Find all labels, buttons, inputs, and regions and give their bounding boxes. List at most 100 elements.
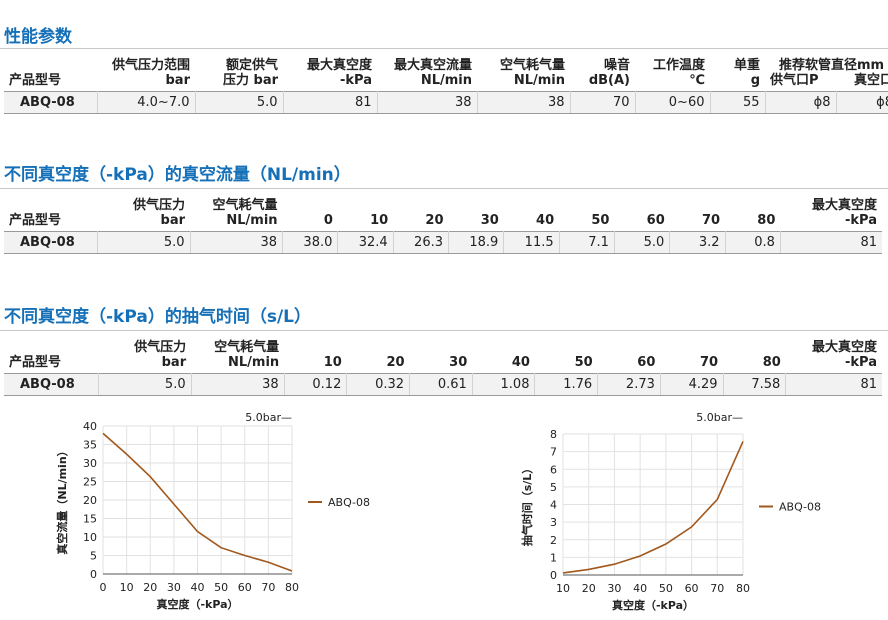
- x-tick-label: 0: [100, 581, 107, 594]
- x-tick-label: 30: [607, 582, 621, 595]
- table-row: ABQ-08 5.0 38 38.0 32.4 26.3 18.9 11.5 7.1 5.0 3.2…: [4, 231, 882, 254]
- column-header: 10: [284, 340, 347, 374]
- column-header: 80: [725, 198, 780, 232]
- pressure-label: 5.0bar—: [245, 411, 292, 424]
- value-cell: 38: [191, 373, 285, 396]
- x-tick-label: 20: [582, 582, 596, 595]
- y-tick-label: 6: [550, 463, 557, 476]
- header-text: NL/min: [226, 213, 278, 228]
- y-tick-label: 0: [550, 569, 557, 582]
- y-tick-label: 3: [550, 516, 557, 529]
- header-text: 70: [699, 355, 719, 370]
- section-title-performance: 性能参数: [4, 27, 72, 47]
- column-header: 40: [504, 198, 559, 232]
- y-tick-label: 15: [83, 513, 97, 526]
- header-text: 40: [536, 213, 555, 228]
- value-cell: 4.29: [660, 373, 724, 396]
- header-text: bar: [160, 213, 186, 228]
- x-tick-label: 60: [238, 581, 252, 594]
- column-header: 额定供气 压力 bar: [195, 58, 283, 92]
- column-header: 10: [338, 198, 393, 232]
- x-tick-label: 20: [143, 581, 157, 594]
- model-cell: ABQ-08: [4, 231, 99, 254]
- column-header: 产品型号: [4, 58, 97, 92]
- y-tick-label: 2: [550, 534, 557, 547]
- column-header: 30: [410, 340, 473, 374]
- value-cell: 1.76: [534, 373, 599, 396]
- value-cell: 38: [190, 231, 284, 254]
- y-tick-label: 1: [550, 551, 557, 564]
- x-tick-label: 10: [120, 581, 134, 594]
- column-header: 产品型号: [4, 340, 98, 374]
- value-cell: 1.08: [472, 373, 536, 396]
- column-header: 最大真空流量 NL/min: [377, 58, 477, 92]
- header-text: NL/min: [420, 73, 472, 88]
- header-text: 30: [480, 213, 499, 228]
- pressure-label: 5.0bar—: [696, 411, 743, 424]
- value-cell: 7.58: [723, 373, 787, 396]
- column-header: 0: [283, 198, 338, 232]
- value-cell: 55: [710, 91, 766, 114]
- y-tick-label: 4: [550, 499, 557, 512]
- value-cell: 5.0: [97, 231, 191, 254]
- header-text: bar: [165, 73, 191, 88]
- header-text: bar: [161, 355, 187, 370]
- header-text: 0: [323, 213, 333, 228]
- x-tick-label: 80: [736, 582, 750, 595]
- vacuum-flow-chart: 0 5 10 15 20 25 30 35 40 0 10 20 30 40 50 60 70 80 ABQ-08 5…: [55, 411, 370, 611]
- column-header: 空气耗气量 NL/min: [190, 198, 283, 232]
- value-cell: ϕ8: [765, 91, 837, 114]
- header-text: 产品型号: [9, 355, 62, 370]
- header-text: 噪音: [603, 58, 630, 73]
- series-line: [102, 432, 293, 572]
- header-text: 30: [449, 355, 468, 370]
- legend-label: ABQ-08: [328, 496, 370, 509]
- value-cell: 0.61: [409, 373, 473, 396]
- header-text: 额定供气: [225, 58, 278, 73]
- section-title-flow: 不同真空度（-kPa）的真空流量（NL/min）: [4, 165, 351, 185]
- header-text: 10: [323, 355, 342, 370]
- x-tick-label: 70: [710, 582, 724, 595]
- header-text: 80: [757, 213, 776, 228]
- model-cell: ABQ-08: [4, 91, 98, 114]
- column-header: 50: [559, 198, 614, 232]
- header-text: 推荐软管直径mm: [778, 58, 885, 73]
- x-tick-label: 60: [685, 582, 699, 595]
- x-tick-label: 10: [556, 582, 570, 595]
- header-text: 供气压力: [134, 340, 187, 355]
- header-text: 产品型号: [9, 73, 62, 88]
- x-tick-label: 50: [214, 581, 228, 594]
- y-axis-title: 抽气时间（s/L）: [520, 463, 534, 547]
- column-header: 40: [472, 340, 535, 374]
- header-text: 最大真空度: [811, 340, 877, 355]
- header-text: -kPa: [845, 355, 877, 370]
- section-title-time: 不同真空度（-kPa）的抽气时间（s/L）: [4, 307, 311, 327]
- column-header-tube-diameter: 推荐软管直径mm 供气口P 真空口: [765, 58, 888, 92]
- evacuation-time-chart: 0 1 2 3 4 5 6 7 8 10 20 30 40 50 60 70 80 ABQ-08 5.0bar— 真空…: [520, 411, 821, 612]
- value-cell: 11.5: [503, 231, 560, 254]
- header-text: 60: [637, 355, 656, 370]
- value-cell: 5.0: [195, 91, 284, 114]
- header-text: 10: [370, 213, 389, 228]
- y-tick-label: 0: [90, 568, 97, 581]
- column-header: 供气压力范围 bar: [97, 58, 195, 92]
- value-cell: 38: [477, 91, 571, 114]
- legend-label: ABQ-08: [779, 501, 821, 514]
- y-tick-label: 25: [83, 476, 97, 489]
- header-text: dB(A): [588, 73, 630, 88]
- table-row: ABQ-08 5.0 38 0.12 0.32 0.61 1.08 1.76 2.73 4.29 7…: [4, 373, 882, 396]
- section-divider: [0, 330, 888, 331]
- vacuum-flow-table: 产品型号 供气压力 bar 空气耗气量 NL/min 0 10 20 30 40 50 60 70 80 最…: [4, 198, 882, 254]
- column-header: 30: [449, 198, 504, 232]
- y-tick-label: 40: [83, 420, 97, 433]
- y-tick-label: 5: [90, 550, 97, 563]
- column-header: 产品型号: [4, 198, 98, 232]
- value-cell: ϕ8: [836, 91, 888, 114]
- header-text: 最大真空度: [306, 58, 372, 73]
- header-text: g: [750, 73, 760, 88]
- value-cell: 38.0: [282, 231, 339, 254]
- column-header: 噪音 dB(A): [570, 58, 635, 92]
- y-axis-title: 真空流量（NL/min）: [55, 445, 69, 554]
- header-text: 60: [646, 213, 665, 228]
